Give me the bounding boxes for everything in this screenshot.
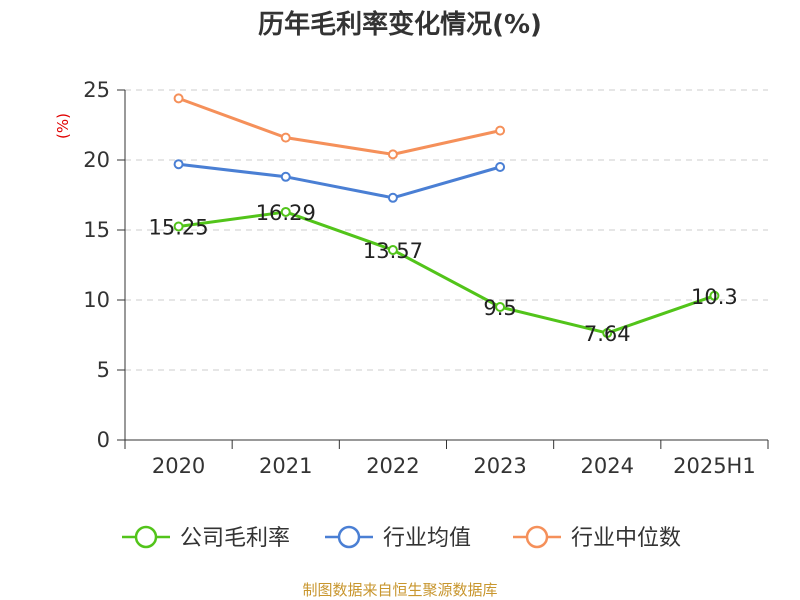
data-label: 15.25 — [149, 216, 209, 240]
series-lines — [173, 93, 720, 339]
grid-lines — [125, 89, 768, 371]
x-tick-label: 2023 — [473, 454, 526, 478]
chart-title: 历年毛利率变化情况(%) — [258, 9, 542, 40]
data-point — [173, 159, 184, 170]
y-tick-label: 10 — [83, 288, 110, 312]
data-label: 9.5 — [483, 296, 516, 320]
series-line — [178, 96, 501, 156]
legend-label: 行业中位数 — [571, 526, 681, 551]
x-tick-label: 2022 — [366, 454, 419, 478]
axes: 0 5 10 15 20 25 2020 2021 2022 2023 2024 2025H1 — [83, 78, 769, 478]
x-tick-label: 2021 — [259, 454, 312, 478]
y-tick-label: 20 — [83, 148, 110, 172]
legend[interactable]: 公司毛利率 行业均值 行业中位数 — [122, 525, 681, 551]
data-point — [387, 192, 398, 203]
x-tick-label: 2025H1 — [673, 454, 756, 478]
data-point — [173, 93, 184, 104]
data-point — [387, 149, 398, 160]
data-point — [280, 171, 291, 182]
x-tick-label: 2020 — [152, 454, 205, 478]
data-label: 13.57 — [363, 239, 423, 263]
x-tick-label: 2024 — [581, 454, 634, 478]
legend-label: 行业均值 — [383, 526, 471, 551]
legend-label: 公司毛利率 — [180, 526, 290, 551]
data-label: 16.29 — [256, 201, 316, 225]
data-point — [280, 132, 291, 143]
y-tick-label: 25 — [83, 78, 110, 102]
legend-marker-icon — [337, 525, 361, 549]
series-line — [178, 162, 501, 200]
legend-item[interactable]: 公司毛利率 — [122, 525, 290, 551]
data-label: 7.64 — [584, 322, 631, 346]
source-note: 制图数据来自恒生聚源数据库 — [302, 581, 497, 599]
legend-marker-icon — [134, 525, 158, 549]
data-point — [495, 125, 506, 136]
data-labels: 15.25 16.29 13.57 9.5 7.64 10.3 — [149, 201, 738, 346]
legend-item[interactable]: 行业中位数 — [513, 525, 681, 551]
data-point — [602, 328, 613, 339]
data-point — [280, 206, 291, 217]
y-tick-label: 0 — [97, 428, 110, 452]
data-point — [173, 221, 184, 232]
data-point — [709, 290, 720, 301]
legend-marker-icon — [525, 525, 549, 549]
y-axis-unit-label: (%) — [54, 113, 72, 139]
series-line — [178, 210, 715, 335]
data-point — [495, 162, 506, 172]
data-label: 10.3 — [691, 285, 738, 309]
data-point — [495, 302, 506, 312]
legend-item[interactable]: 行业均值 — [325, 525, 471, 551]
y-tick-label: 15 — [83, 218, 110, 242]
data-point — [387, 245, 398, 256]
y-tick-label: 5 — [97, 358, 110, 382]
